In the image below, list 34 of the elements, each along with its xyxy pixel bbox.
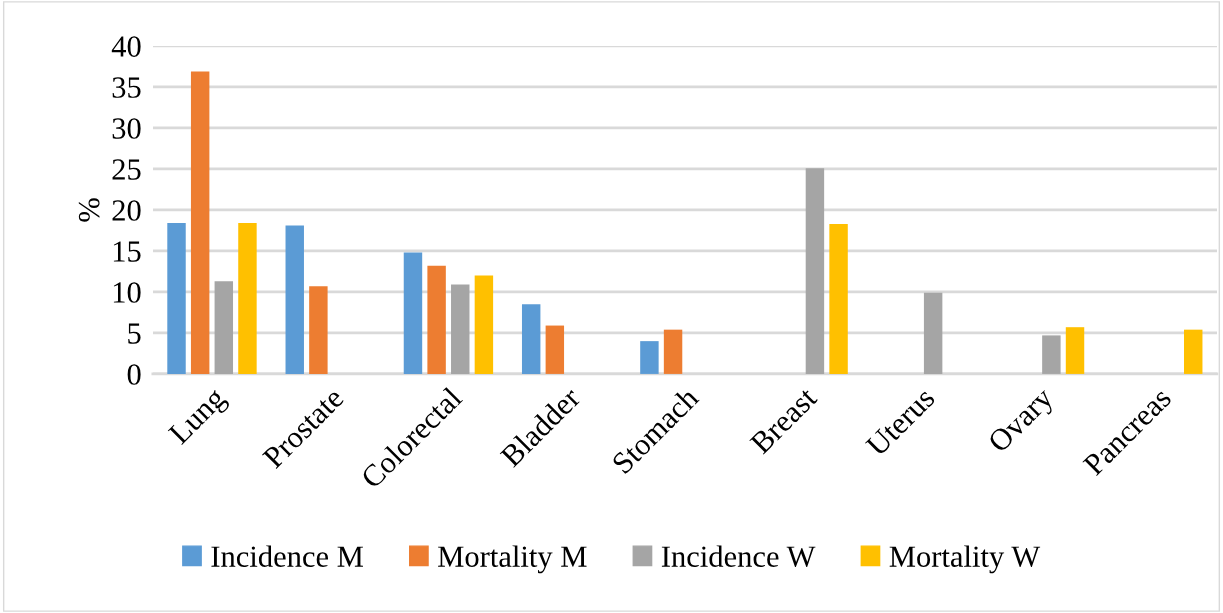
bar (545, 325, 565, 374)
bar (829, 223, 848, 374)
y-tick-label: 20 (112, 200, 141, 221)
legend-label: Mortality M (438, 545, 587, 574)
legend-label: Mortality W (889, 545, 1041, 574)
bar (190, 71, 210, 374)
bar (1065, 327, 1085, 374)
y-tick-label: 5 (128, 323, 141, 344)
y-tick-label: 10 (113, 282, 141, 303)
bar (309, 286, 328, 374)
bar (521, 304, 541, 374)
y-tick-label: 15 (113, 241, 141, 262)
bar (285, 225, 304, 374)
legend-label: Incidence M (211, 545, 363, 567)
y-tick-label: 40 (111, 36, 141, 57)
y-tick-label: 30 (112, 118, 141, 139)
y-axis-title: % (78, 198, 100, 222)
bar (238, 223, 257, 374)
bar (663, 329, 683, 374)
bar (1042, 335, 1061, 374)
bar (805, 168, 825, 374)
bar (427, 265, 446, 374)
bar (451, 284, 470, 374)
y-tick-label: 25 (112, 159, 141, 180)
y-tick-label: 0 (127, 364, 141, 385)
bar (214, 281, 234, 374)
bar (640, 341, 659, 374)
bar (167, 223, 186, 374)
bar (923, 292, 943, 374)
bar (474, 275, 494, 374)
bar (1184, 329, 1203, 374)
legend-label: Incidence W (661, 545, 816, 568)
bar (403, 252, 423, 374)
y-tick-label: 35 (112, 77, 141, 98)
